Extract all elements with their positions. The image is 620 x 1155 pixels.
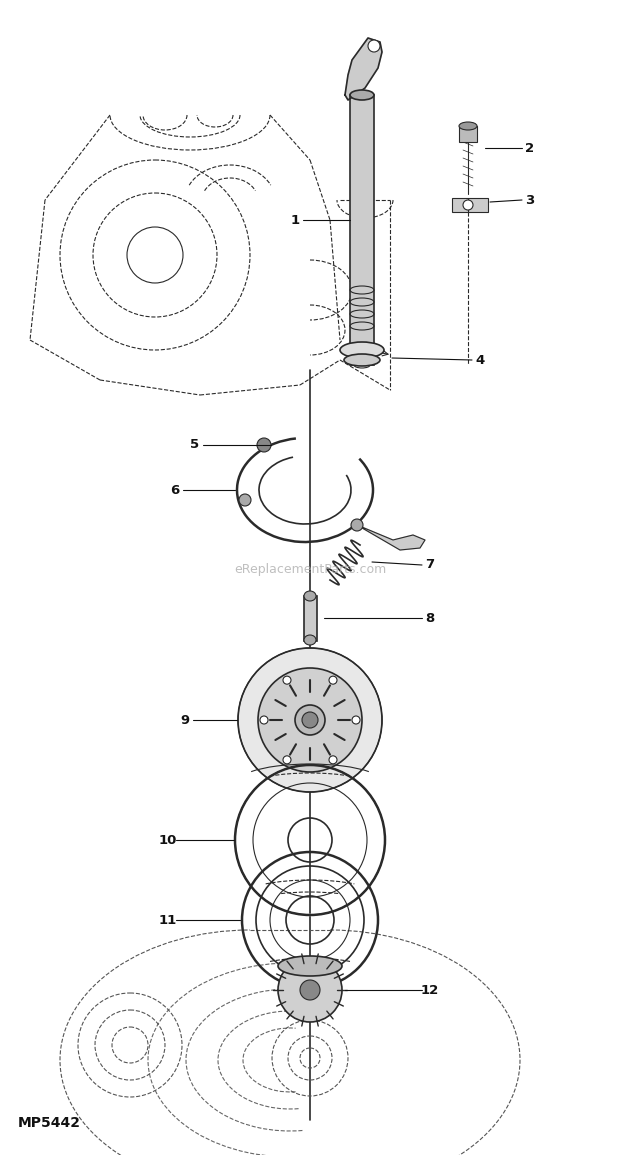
Ellipse shape: [278, 956, 342, 976]
Text: 2: 2: [525, 142, 534, 155]
Circle shape: [283, 755, 291, 763]
Circle shape: [260, 716, 268, 724]
Circle shape: [258, 668, 362, 772]
Text: 11: 11: [159, 914, 177, 926]
Circle shape: [300, 979, 320, 1000]
Circle shape: [283, 676, 291, 684]
Circle shape: [257, 438, 271, 452]
Circle shape: [351, 519, 363, 531]
Polygon shape: [345, 38, 382, 100]
Circle shape: [302, 711, 318, 728]
Text: eReplacementParts.com: eReplacementParts.com: [234, 564, 386, 576]
Text: MP5442: MP5442: [18, 1116, 81, 1130]
Bar: [452, 198, 488, 213]
Text: 9: 9: [180, 714, 190, 726]
Circle shape: [295, 705, 325, 735]
Circle shape: [463, 200, 473, 210]
Bar: [304, 596, 317, 641]
Text: 7: 7: [425, 559, 435, 572]
Circle shape: [368, 40, 380, 52]
Ellipse shape: [350, 90, 374, 100]
Circle shape: [329, 755, 337, 763]
Polygon shape: [357, 526, 425, 550]
Circle shape: [239, 494, 251, 506]
Ellipse shape: [304, 635, 316, 644]
Text: 4: 4: [476, 353, 485, 366]
Ellipse shape: [340, 342, 384, 358]
Text: 10: 10: [159, 834, 177, 847]
Circle shape: [238, 648, 382, 792]
Bar: [350, 95, 374, 365]
Circle shape: [352, 716, 360, 724]
Bar: [459, 126, 477, 142]
Text: 5: 5: [190, 439, 200, 452]
Text: 1: 1: [290, 214, 299, 226]
Text: 3: 3: [525, 194, 534, 207]
Text: 12: 12: [421, 984, 439, 997]
Ellipse shape: [459, 122, 477, 131]
Ellipse shape: [304, 591, 316, 601]
Circle shape: [278, 957, 342, 1022]
Circle shape: [329, 676, 337, 684]
Text: 8: 8: [425, 611, 435, 625]
Ellipse shape: [344, 353, 380, 366]
Text: 6: 6: [170, 484, 180, 497]
